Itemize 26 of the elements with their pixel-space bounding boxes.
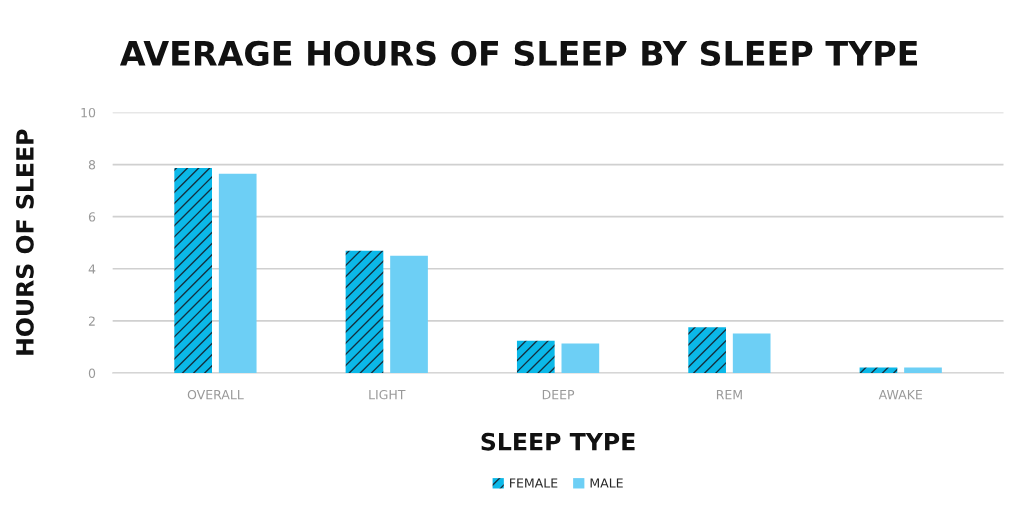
bar: [904, 367, 942, 374]
x-tick-label: OVERALL: [187, 389, 244, 400]
bar: [174, 167, 213, 374]
bar: [732, 333, 771, 374]
bar: [516, 340, 555, 374]
bar: [859, 367, 898, 374]
legend-label: MALE: [590, 478, 623, 488]
y-tick-label: 6: [88, 212, 96, 222]
bar: [688, 327, 726, 374]
bar: [345, 250, 384, 374]
legend-label: FEMALE: [510, 478, 558, 488]
bar: [218, 173, 257, 374]
y-tick-label: 4: [88, 264, 96, 274]
bar: [390, 255, 428, 374]
y-tick-label: 2: [88, 316, 95, 326]
y-tick-label: 10: [81, 107, 96, 118]
x-tick-label: LIGHT: [369, 389, 406, 400]
x-tick-label: REM: [716, 390, 742, 400]
x-tick-label: AWAKE: [878, 390, 923, 400]
bar: [561, 343, 600, 374]
y-tick-label: 0: [88, 368, 96, 378]
y-tick-label: 8: [88, 160, 96, 170]
x-axis-title: SLEEP TYPE: [481, 432, 635, 451]
x-tick-label: DEEP: [542, 390, 575, 400]
chart-title: AVERAGE HOURS OF SLEEP BY SLEEP TYPE: [119, 40, 918, 66]
y-axis-title: HOURS OF SLEEP: [15, 129, 34, 355]
